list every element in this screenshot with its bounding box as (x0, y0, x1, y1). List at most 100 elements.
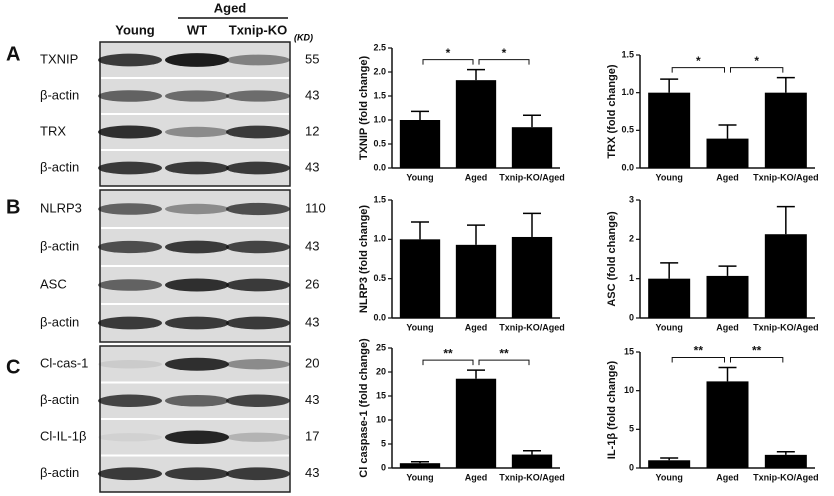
y-tick-label: 2 (629, 234, 634, 244)
error-bar (523, 114, 541, 128)
bar (706, 138, 749, 168)
significance-label: ** (443, 346, 453, 360)
row-label: TRX (40, 123, 66, 138)
band (98, 279, 162, 291)
band (98, 125, 162, 139)
band (165, 394, 229, 407)
band (98, 161, 162, 175)
kd-label: 20 (305, 356, 319, 371)
error-bar (467, 369, 485, 379)
error-bar (523, 212, 541, 237)
band (226, 316, 290, 330)
x-tick-label: Txnip-KO/Aged (499, 472, 565, 482)
band (98, 240, 162, 254)
band (165, 90, 229, 102)
error-bar (523, 449, 541, 455)
bar (706, 381, 749, 468)
y-tick-label: 5 (381, 438, 386, 448)
significance-bracket (422, 359, 474, 366)
significance-label: * (754, 54, 759, 68)
band (226, 202, 290, 216)
y-tick-label: 15 (376, 390, 386, 400)
band (226, 125, 290, 139)
y-tick-label: 5 (629, 424, 634, 434)
error-bar (718, 366, 737, 382)
error-bar (411, 110, 429, 120)
x-tick-label: Aged (716, 172, 739, 182)
significance-bracket (730, 356, 784, 363)
kd-label: 26 (305, 276, 319, 291)
band (165, 240, 229, 254)
row-label: Cl-cas-1 (40, 356, 88, 371)
band (165, 203, 229, 215)
y-tick-label: 0 (381, 462, 386, 472)
x-tick-label: Young (406, 172, 433, 182)
significance-bracket (730, 67, 784, 73)
kd-label: 110 (305, 200, 326, 215)
panel-letter: A (6, 43, 20, 65)
error-bar (467, 68, 485, 81)
y-axis-label: NLRP3 (fold change) (358, 205, 370, 314)
band (226, 90, 290, 102)
band (98, 90, 162, 102)
y-tick-label: 1.0 (373, 234, 386, 244)
y-tick-label: 0 (629, 312, 634, 322)
y-tick-label: 1.0 (373, 114, 386, 124)
band (98, 316, 162, 330)
kd-label: 17 (305, 429, 319, 444)
kd-label: 43 (305, 465, 319, 480)
significance-label: ** (499, 346, 509, 360)
x-tick-label: Aged (465, 472, 488, 482)
x-tick-label: Young (656, 172, 683, 182)
band (165, 278, 229, 292)
band (98, 467, 162, 481)
band (165, 316, 229, 330)
band (226, 161, 290, 175)
error-bar (467, 224, 485, 245)
y-tick-label: 25 (376, 342, 386, 352)
y-tick-label: 1.5 (621, 49, 634, 59)
x-tick-label: Txnip-KO/Aged (753, 172, 819, 182)
unit-label: (KD) (294, 32, 313, 42)
row-label: β-actin (40, 465, 79, 480)
lane-header: Young (115, 22, 155, 37)
x-tick-label: Young (656, 472, 683, 482)
significance-label: ** (752, 344, 762, 358)
error-bar (776, 76, 795, 93)
bar (706, 275, 749, 318)
band (165, 126, 229, 138)
significance-label: * (696, 54, 701, 68)
bar (764, 454, 807, 468)
error-bar (718, 265, 737, 276)
error-bar (718, 124, 737, 139)
y-axis-label: ASC (fold change) (606, 211, 618, 307)
x-tick-label: Young (656, 322, 683, 332)
band (226, 467, 290, 481)
y-tick-label: 1.5 (373, 194, 386, 204)
band (226, 432, 290, 442)
y-tick-label: 0.0 (373, 312, 386, 322)
error-bar (776, 451, 795, 455)
bar (455, 244, 497, 318)
bar (399, 239, 441, 318)
band (165, 430, 229, 444)
band (226, 359, 290, 370)
bar (648, 460, 691, 468)
error-bar (411, 461, 429, 464)
lane-header: Txnip-KO (229, 22, 288, 37)
x-tick-label: Aged (465, 322, 488, 332)
row-label: β-actin (40, 238, 79, 253)
y-tick-label: 1 (629, 273, 634, 283)
bar (511, 454, 553, 468)
x-tick-label: Aged (716, 472, 739, 482)
kd-label: 12 (305, 123, 319, 138)
group-header: Aged (214, 0, 247, 15)
x-tick-label: Txnip-KO/Aged (753, 322, 819, 332)
y-tick-label: 2.5 (373, 42, 386, 52)
row-label: β-actin (40, 314, 79, 329)
bar (764, 92, 807, 168)
y-tick-label: 10 (376, 414, 386, 424)
bar (764, 234, 807, 318)
bar (648, 278, 691, 318)
